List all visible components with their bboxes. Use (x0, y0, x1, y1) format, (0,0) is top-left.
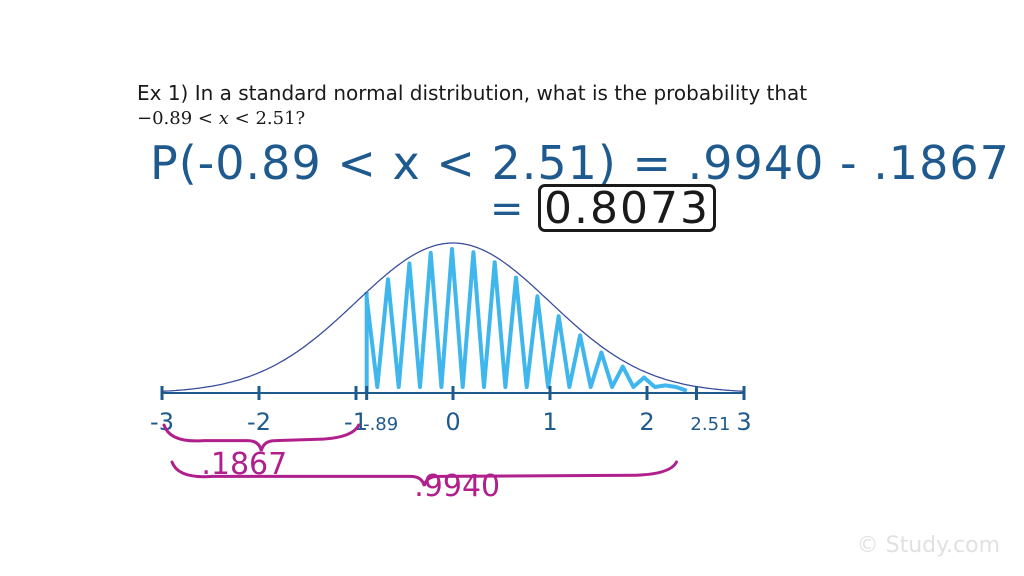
tick-label: 1 (542, 408, 557, 436)
axis-ticks: -3 -2 -1-.89 0 1 2 2.51 3 (150, 386, 752, 436)
question-line-1: Ex 1) In a standard normal distribution,… (137, 81, 808, 105)
handwritten-probability-equation: P(-0.89 < x < 2.51) = .9940 - .1867 (150, 136, 1010, 190)
inequality-lt-2: < (234, 108, 250, 129)
area-braces: .1867 .9940 (162, 423, 678, 504)
tick-label: 3 (736, 408, 751, 436)
tick-label: -1 (344, 408, 368, 436)
tick-label: -.89 (363, 414, 398, 435)
inequality-lt-1: < (197, 108, 213, 129)
large-brace-label: .9940 (414, 469, 500, 504)
question-text: Ex 1) In a standard normal distribution,… (137, 80, 897, 132)
handwritten-equals-sign: = (490, 186, 525, 232)
answer-box: 0.8073 (538, 183, 716, 234)
large-brace (170, 460, 678, 487)
tick-label: 2 (639, 408, 654, 436)
tick-label: 0 (445, 408, 460, 436)
shaded-area (364, 247, 688, 393)
shading-strokes (364, 247, 688, 393)
inequality-left: −0.89 (137, 108, 193, 129)
inequality-right: 2.51 (255, 108, 296, 129)
answer-value: 0.8073 (544, 183, 710, 234)
bell-curve (161, 242, 745, 392)
small-brace-label: .1867 (201, 447, 287, 482)
inequality-variable: x (218, 108, 229, 129)
tick-label: -3 (150, 408, 174, 436)
question-inequality: −0.89 < x < 2.51? (137, 106, 897, 132)
inequality-question-mark: ? (295, 108, 306, 129)
tick-label: 2.51 (690, 414, 730, 435)
small-brace (162, 423, 361, 452)
watermark: © Study.com (856, 533, 1000, 558)
tick-label: -2 (247, 408, 271, 436)
